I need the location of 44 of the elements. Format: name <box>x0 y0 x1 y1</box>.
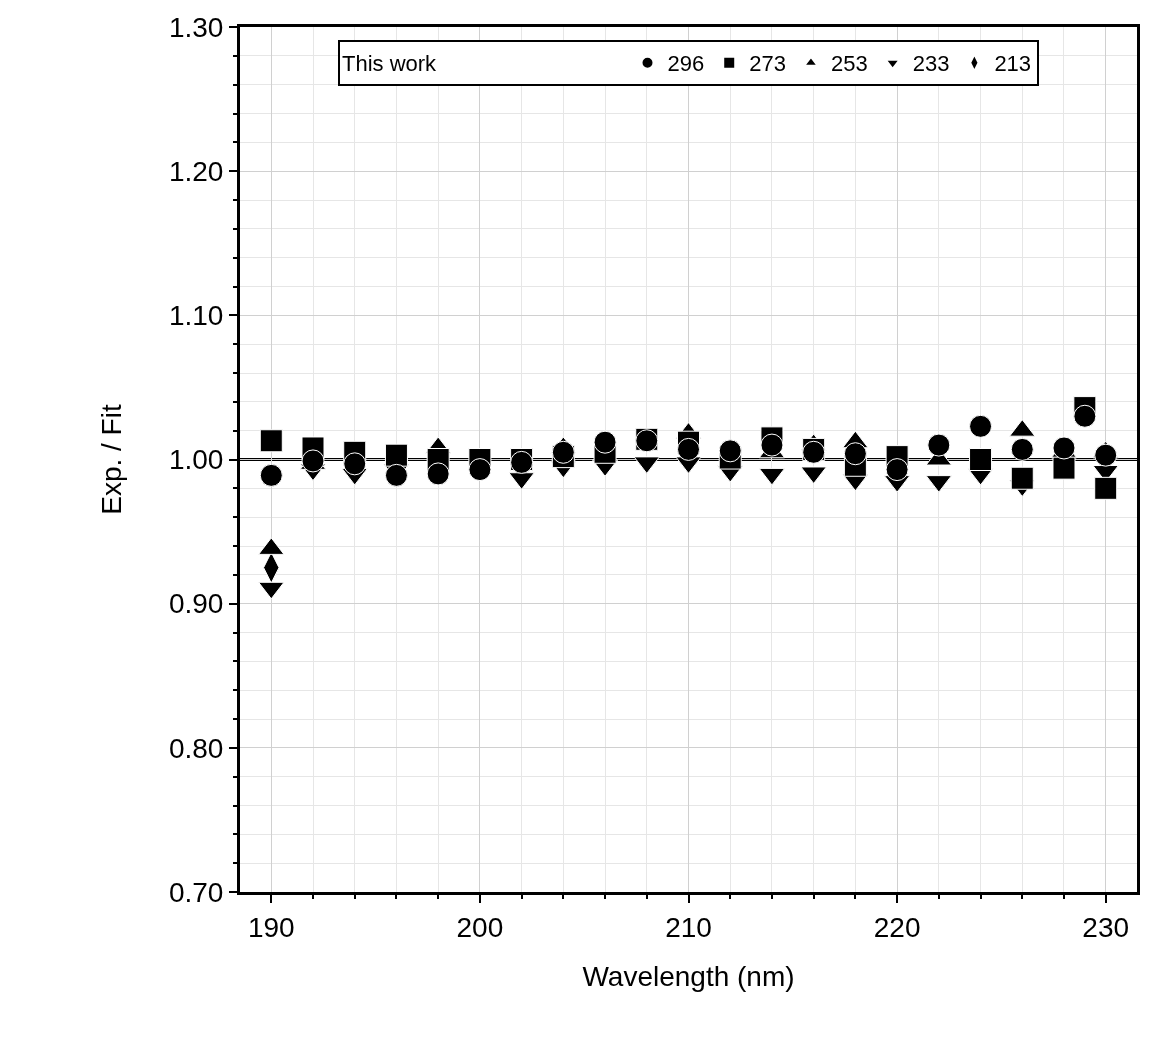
point <box>677 437 700 461</box>
point <box>718 439 742 463</box>
point <box>843 442 867 466</box>
point <box>1052 456 1076 480</box>
point <box>1094 443 1118 467</box>
y-tick-label: 1.30 <box>168 11 224 43</box>
x-axis-title: Wavelength (nm) <box>582 960 795 992</box>
x-tick-label: 220 <box>873 911 921 943</box>
x-tick-label: 210 <box>665 911 712 943</box>
y-tick-label: 0.70 <box>168 876 224 908</box>
legend-label: 213 <box>994 51 1032 77</box>
point <box>969 414 993 438</box>
point <box>969 448 993 471</box>
point <box>384 463 408 487</box>
point <box>885 458 909 482</box>
point <box>1010 437 1034 461</box>
point <box>551 440 575 464</box>
x-tick-label: 190 <box>247 911 295 943</box>
y-tick-label: 0.90 <box>168 588 224 620</box>
point <box>927 433 951 457</box>
point <box>426 462 450 486</box>
legend-title: This work <box>342 50 620 76</box>
point <box>259 429 283 453</box>
point <box>343 452 367 476</box>
legend-label: 253 <box>830 51 868 77</box>
y-axis-title: Exp. / Fit <box>95 404 127 515</box>
point <box>1010 466 1034 490</box>
y-tick-label: 0.80 <box>168 732 224 764</box>
point <box>259 463 283 487</box>
point <box>1094 476 1118 500</box>
legend-label: 296 <box>667 51 705 77</box>
legend-label: 233 <box>912 51 950 77</box>
point <box>468 458 492 482</box>
point <box>258 581 285 600</box>
y-tick-label: 1.10 <box>168 300 224 332</box>
point <box>1073 404 1097 428</box>
point <box>384 443 408 467</box>
y-tick-label: 1.20 <box>168 155 224 187</box>
x-tick-label: 230 <box>1082 911 1130 943</box>
point <box>760 433 784 457</box>
x-tick-label: 200 <box>456 911 504 943</box>
y-tick-label: 1.00 <box>168 444 224 476</box>
legend-label: 273 <box>749 51 786 77</box>
point <box>593 430 617 454</box>
